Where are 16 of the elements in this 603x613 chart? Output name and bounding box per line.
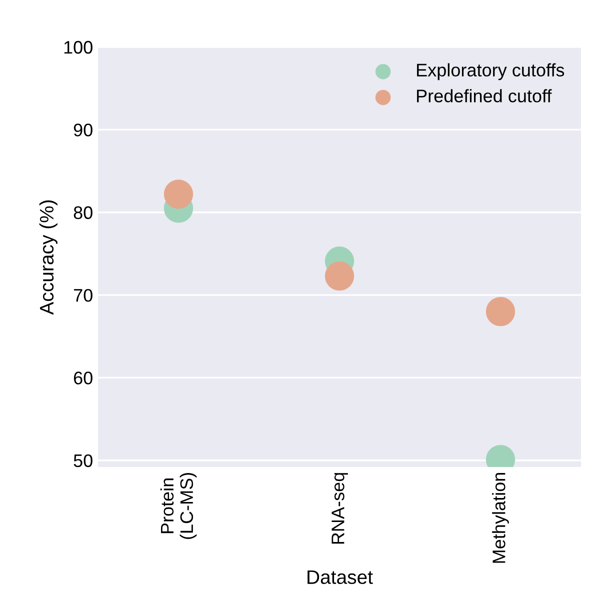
legend-label: Predefined cutoff xyxy=(417,89,552,102)
y-axis-title: Accuracy (%) xyxy=(39,200,58,315)
x-tick-label: Methylation xyxy=(492,473,509,563)
legend-label: Exploratory cutoffs xyxy=(417,63,564,80)
y-tick-label: 90 xyxy=(74,124,92,136)
y-tick-label: 50 xyxy=(74,454,92,468)
y-tick-label: 70 xyxy=(74,288,92,302)
y-tick-label: 100 xyxy=(64,40,92,54)
x-axis-title: Dataset xyxy=(308,570,373,584)
x-tick-label: Protein (LC-MS) xyxy=(160,472,197,539)
point xyxy=(486,296,516,326)
y-tick-label: 60 xyxy=(74,372,92,384)
x-tick-label: RNA-seq xyxy=(332,473,348,544)
point xyxy=(164,180,194,209)
point xyxy=(324,261,354,291)
y-tick-label: 80 xyxy=(74,206,92,220)
